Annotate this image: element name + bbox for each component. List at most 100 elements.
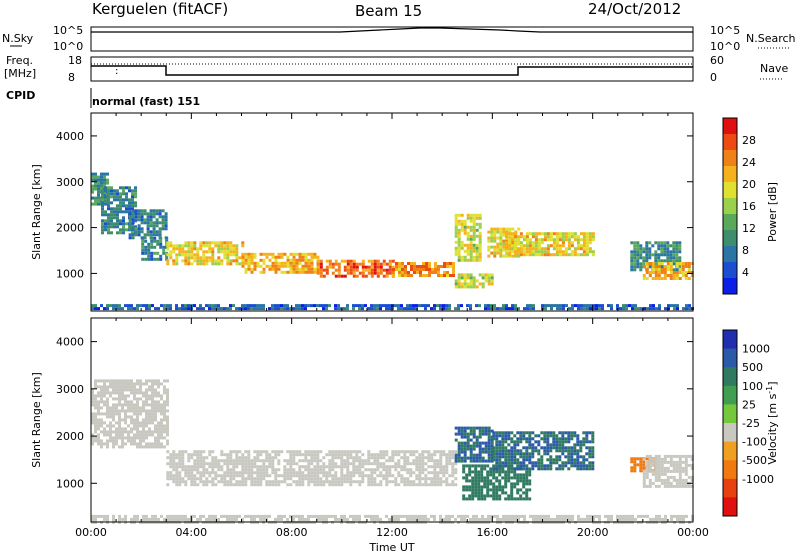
cell bbox=[457, 426, 461, 430]
colorbar-tick-label: 16 bbox=[742, 200, 756, 213]
cell bbox=[513, 238, 517, 242]
cell bbox=[625, 307, 628, 311]
cell bbox=[268, 258, 272, 262]
cell bbox=[504, 244, 508, 248]
cell bbox=[472, 435, 476, 439]
cell bbox=[582, 235, 586, 239]
cell bbox=[462, 470, 466, 474]
cell bbox=[166, 253, 170, 257]
cell bbox=[340, 514, 343, 518]
cell bbox=[460, 517, 463, 521]
cell bbox=[166, 391, 169, 395]
cell bbox=[645, 268, 649, 271]
cell bbox=[235, 517, 238, 521]
cell bbox=[131, 231, 134, 235]
cpid-label: CPID bbox=[6, 89, 35, 102]
cell bbox=[121, 427, 124, 431]
cell bbox=[430, 456, 434, 460]
cell bbox=[184, 241, 188, 245]
cell bbox=[439, 304, 442, 308]
cell bbox=[259, 514, 262, 518]
cell bbox=[663, 247, 667, 251]
cell bbox=[651, 271, 655, 274]
cell bbox=[585, 437, 589, 441]
cell bbox=[316, 462, 320, 466]
cell bbox=[415, 462, 419, 466]
cell bbox=[334, 462, 338, 466]
cell bbox=[187, 250, 191, 254]
cell bbox=[238, 307, 241, 311]
cell bbox=[519, 244, 523, 248]
cell bbox=[145, 415, 148, 419]
cell bbox=[666, 268, 670, 271]
cell bbox=[349, 474, 353, 478]
cell bbox=[307, 517, 310, 521]
cell bbox=[487, 276, 491, 280]
cell bbox=[328, 453, 332, 457]
cell bbox=[639, 247, 643, 251]
cell bbox=[337, 304, 340, 308]
cell bbox=[94, 439, 97, 443]
cell bbox=[352, 265, 356, 269]
cell bbox=[262, 258, 266, 262]
cell bbox=[472, 216, 476, 220]
cell bbox=[190, 468, 194, 472]
cell bbox=[469, 285, 473, 289]
cell bbox=[666, 466, 670, 470]
cell bbox=[253, 255, 257, 259]
nave-tick-bottom: 0 bbox=[710, 71, 717, 84]
cell bbox=[588, 241, 592, 245]
cell bbox=[247, 459, 251, 463]
cell bbox=[385, 471, 389, 475]
cell bbox=[498, 497, 502, 501]
cell bbox=[511, 304, 514, 308]
cell bbox=[639, 244, 643, 248]
cell bbox=[328, 465, 332, 469]
cell bbox=[516, 476, 520, 480]
cell bbox=[474, 476, 478, 480]
cell bbox=[687, 271, 691, 274]
cell bbox=[430, 480, 434, 484]
cell bbox=[493, 514, 496, 518]
cell bbox=[669, 457, 673, 461]
cell bbox=[202, 474, 206, 478]
cell bbox=[136, 442, 139, 446]
cell bbox=[490, 447, 494, 451]
cell bbox=[310, 304, 313, 308]
cell bbox=[525, 232, 529, 236]
cell bbox=[298, 304, 301, 308]
cell bbox=[537, 461, 541, 465]
cell bbox=[149, 212, 153, 216]
cell bbox=[121, 406, 124, 410]
cell bbox=[337, 517, 340, 521]
cell bbox=[361, 474, 365, 478]
cell bbox=[355, 262, 359, 266]
cell bbox=[654, 274, 658, 277]
cell bbox=[630, 469, 634, 473]
cell bbox=[334, 262, 338, 266]
cell bbox=[367, 468, 371, 472]
cell bbox=[442, 468, 446, 472]
cell bbox=[271, 465, 275, 469]
cell bbox=[334, 453, 338, 457]
cell bbox=[172, 456, 176, 460]
cell bbox=[256, 264, 260, 268]
cell bbox=[504, 464, 508, 468]
cell bbox=[217, 459, 221, 463]
cell bbox=[100, 181, 103, 185]
cell bbox=[544, 307, 547, 311]
cell bbox=[232, 514, 235, 518]
cell bbox=[154, 409, 157, 413]
cell bbox=[154, 439, 157, 443]
cell bbox=[591, 431, 595, 435]
cell bbox=[101, 228, 104, 232]
cell bbox=[657, 274, 661, 277]
cell bbox=[498, 488, 502, 492]
cell bbox=[100, 430, 103, 434]
cell bbox=[118, 379, 121, 383]
cell bbox=[480, 470, 484, 474]
cell bbox=[271, 261, 275, 265]
cell bbox=[286, 483, 290, 487]
cell bbox=[684, 472, 688, 476]
cell bbox=[544, 514, 547, 518]
